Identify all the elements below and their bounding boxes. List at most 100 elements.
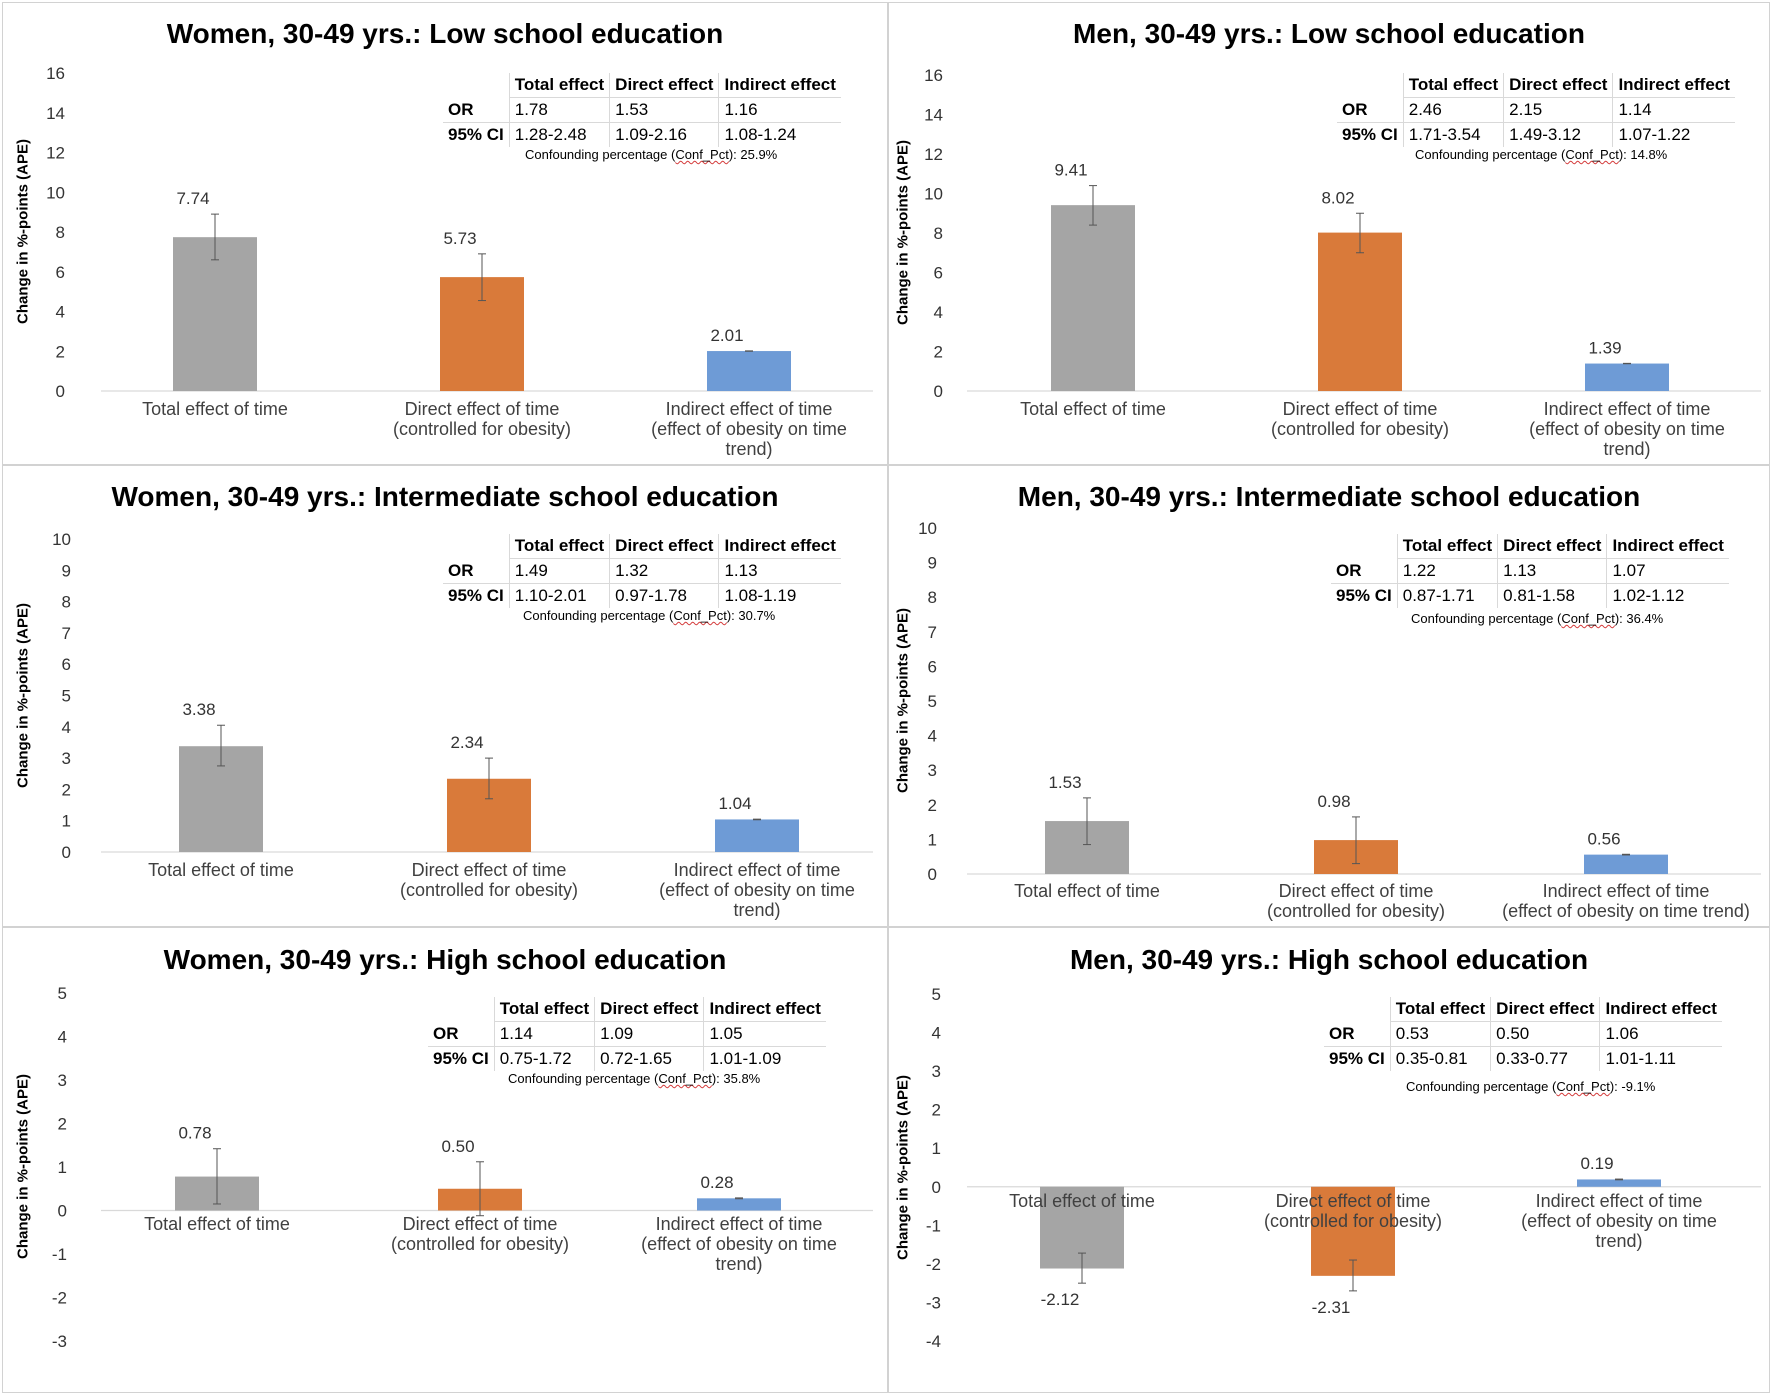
table-row-label: 95% CI (448, 125, 504, 144)
table-row-label: 95% CI (1336, 586, 1392, 605)
bar-chart: -3 -2 -1 0 1 2 3 4 5 0.78 0.50 0.28 Total effect of … (52, 984, 873, 1351)
y-tick-label: 8 (934, 224, 943, 243)
bar-chart: 0 1 2 3 4 5 6 7 8 9 10 1.53 0.98 0.56 Total effect of … (918, 519, 1761, 921)
chart-title: Women, 30-49 yrs.: Low school education (166, 18, 724, 49)
table-cell: 1.78 (508, 97, 610, 123)
data-label-direct: 5.73 (443, 229, 476, 248)
confounding-prefix: Confounding percentage ( (523, 608, 674, 623)
category-label-direct: Direct effect of time (controlled for obe… (1264, 1191, 1442, 1231)
data-label-total: 0.78 (178, 1124, 211, 1143)
y-tick-label: -3 (926, 1293, 941, 1312)
table-cell: 1.22 (1396, 558, 1498, 584)
y-tick-label: 0 (62, 843, 71, 862)
table-header: Indirect effect (718, 73, 841, 98)
table-header: Indirect effect (1606, 534, 1729, 559)
table-row-label: 95% CI (1342, 125, 1398, 144)
table-cell: 1.53 (609, 97, 719, 123)
table-cell: 1.09-2.16 (609, 122, 719, 147)
table-cell: 1.13 (718, 558, 841, 584)
table-row-label: OR (1324, 1021, 1391, 1047)
table-row-label: OR (428, 1021, 495, 1047)
y-tick-label: 2 (58, 1115, 67, 1134)
y-tick-label: 4 (928, 727, 937, 746)
table-cell: 1.07 (1606, 558, 1729, 584)
table-corner (1324, 997, 1390, 1022)
data-label-total: 7.74 (176, 189, 209, 208)
bar-chart: 0 2 4 6 8 10 12 14 16 9.41 8.02 1.39 Total effect of… (924, 66, 1761, 459)
y-tick-label: 2 (56, 342, 65, 361)
chart-panel-6: Men, 30-49 yrs.: High school education -4… (888, 927, 1770, 1393)
chart-title: Women, 30-49 yrs.: Intermediate school e… (111, 481, 779, 512)
y-tick-label: -2 (926, 1255, 941, 1274)
y-tick-label: 16 (46, 64, 65, 83)
table-header: Direct effect (594, 997, 704, 1022)
table-row-label: 95% CI (448, 586, 504, 605)
category-label-indirect: Indirect effect of time (effect of obesit… (1529, 399, 1725, 459)
y-tick-label: 3 (928, 761, 937, 780)
chart-panel-5: Women, 30-49 yrs.: High school education… (2, 927, 888, 1393)
table-header: Total effect (1402, 73, 1504, 98)
y-tick-label: 0 (928, 865, 937, 884)
y-tick-label: 12 (46, 144, 65, 163)
confounding-term: Conf_Pct (1556, 1079, 1610, 1094)
chart-title: Men, 30-49 yrs.: High school education (1069, 944, 1589, 975)
table-cell: 0.53 (1389, 1021, 1491, 1047)
data-label-indirect: 1.39 (1588, 338, 1621, 357)
table-corner (443, 534, 509, 559)
table-cell: 1.10-2.01 (508, 583, 610, 608)
y-tick-label: 2 (928, 796, 937, 815)
table-header: Direct effect (1503, 73, 1613, 98)
table-row-label: OR (1331, 558, 1398, 584)
y-tick-label: 7 (62, 624, 71, 643)
y-tick-label: 0 (58, 1202, 67, 1221)
confounding-prefix: Confounding percentage ( (1411, 611, 1562, 626)
table-corner (1337, 73, 1403, 98)
confounding-value: ): 35.8% (711, 1071, 761, 1086)
table-row-label: 95% CI (433, 1049, 489, 1068)
confounding-value: ): -9.1% (1609, 1079, 1656, 1094)
table-header: Indirect effect (703, 997, 826, 1022)
category-label-total: Total effect of time (148, 860, 294, 880)
table-header: Total effect (1389, 997, 1491, 1022)
table-cell: 1.02-1.12 (1606, 583, 1729, 608)
data-label-total: -2.12 (1041, 1290, 1080, 1309)
chart-panel-2: Men, 30-49 yrs.: Low school education 0 2 4… (888, 2, 1770, 465)
table-header: Total effect (508, 534, 610, 559)
table-cell: 1.71-3.54 (1402, 122, 1504, 147)
table-header: Direct effect (609, 73, 719, 98)
table-header: Total effect (493, 997, 595, 1022)
category-label-indirect: Indirect effect of time (effect of obesit… (659, 860, 855, 920)
y-tick-label: 6 (56, 263, 65, 282)
chart-panel-1: Women, 30-49 yrs.: Low school education 0… (2, 2, 888, 465)
data-label-direct: -2.31 (1312, 1298, 1351, 1317)
y-tick-label: 8 (56, 223, 65, 242)
table-cell: 0.35-0.81 (1389, 1046, 1491, 1071)
y-tick-label: 4 (56, 303, 65, 322)
chart-title: Men, 30-49 yrs.: Low school education (1073, 18, 1585, 49)
category-label-total: Total effect of time (1009, 1191, 1155, 1211)
y-tick-label: 1 (932, 1139, 941, 1158)
category-label-indirect: Indirect effect of time (effect of obesit… (641, 1214, 837, 1274)
y-axis-label: Change in %-points (APE) (894, 608, 912, 793)
data-label-total: 3.38 (182, 700, 215, 719)
y-tick-label: 0 (934, 382, 943, 401)
confounding-prefix: Confounding percentage ( (525, 147, 676, 162)
chart-title: Men, 30-49 yrs.: Intermediate school edu… (1017, 481, 1641, 512)
y-tick-label: 10 (46, 183, 65, 202)
y-tick-label: 1 (62, 812, 71, 831)
table-cell: 0.50 (1490, 1021, 1600, 1047)
confounding-value: ): 30.7% (726, 608, 776, 623)
y-tick-label: 8 (928, 588, 937, 607)
data-label-indirect: 0.19 (1580, 1154, 1613, 1173)
y-tick-label: 9 (62, 561, 71, 580)
table-cell: 1.05 (703, 1021, 826, 1047)
table-row-label: OR (443, 97, 510, 123)
y-axis-label: Change in %-points (APE) (14, 1074, 32, 1259)
y-tick-label: 0 (56, 382, 65, 401)
table-cell: 1.01-1.11 (1599, 1046, 1722, 1071)
data-label-total: 1.53 (1048, 773, 1081, 792)
chart-panel-3: Women, 30-49 yrs.: Intermediate school e… (2, 465, 888, 927)
table-header: Direct effect (1497, 534, 1607, 559)
table-cell: 0.97-1.78 (609, 583, 719, 608)
